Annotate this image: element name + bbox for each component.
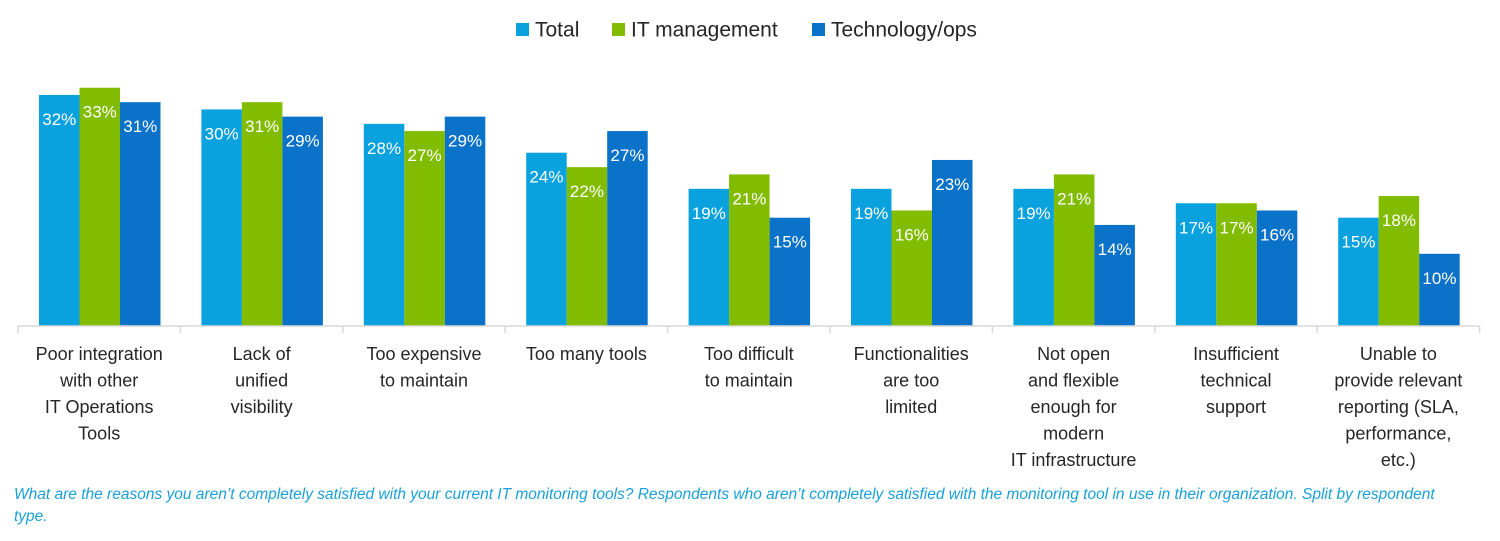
data-label-total: 28% — [367, 139, 401, 158]
data-label-total: 19% — [854, 204, 888, 223]
x-axis-ticks — [17, 326, 1481, 333]
data-label-it-management: 21% — [1057, 189, 1091, 208]
data-label-it-management: 17% — [1220, 218, 1254, 237]
bar-group-4: 24% 22% 27% — [526, 131, 648, 326]
bar-total — [1338, 217, 1379, 326]
bar-technology-ops — [1419, 253, 1460, 326]
data-label-technology-ops: 23% — [935, 175, 969, 194]
data-label-technology-ops: 27% — [610, 146, 644, 165]
data-label-technology-ops: 10% — [1422, 269, 1456, 288]
bar-it-management — [404, 131, 445, 326]
data-label-technology-ops: 16% — [1260, 225, 1294, 244]
category-label: Functionalities are too limited — [854, 344, 969, 417]
legend-label-total: Total — [535, 19, 579, 42]
bar-it-management — [891, 210, 932, 326]
legend-label-it-management: IT management — [631, 19, 778, 42]
data-label-total: 19% — [692, 204, 726, 223]
bar-total — [688, 188, 730, 326]
bar-total — [201, 109, 242, 327]
legend-swatch-it-management — [612, 23, 625, 36]
bar-total — [1013, 188, 1054, 326]
bar-group-1: 32% 33% 31% — [39, 87, 161, 327]
category-labels: Poor integration with other IT Operations T… — [36, 344, 1463, 470]
bar-group-5: 19% 21% 15% — [688, 174, 811, 326]
bar-technology-ops — [444, 116, 486, 327]
survey-question-note: What are the reasons you aren’t complete… — [14, 486, 1435, 525]
category-label: Unable to provide relevant reporting (SLA,… — [1334, 344, 1462, 470]
data-label-it-management: 16% — [895, 225, 929, 244]
data-label-technology-ops: 31% — [123, 117, 157, 136]
data-label-it-management: 31% — [245, 117, 279, 136]
bar-it-management — [566, 167, 608, 326]
data-label-total: 30% — [205, 124, 239, 143]
bar-technology-ops — [607, 131, 648, 326]
bar-technology-ops — [120, 102, 161, 327]
legend-label-technology-ops: Technology/ops — [831, 19, 977, 42]
chart-legend: Total IT management Technology/ops — [516, 19, 977, 42]
data-label-it-management: 18% — [1382, 211, 1416, 230]
bar-group-3: 28% 27% 29% — [363, 116, 486, 327]
bar-it-management — [79, 87, 120, 327]
data-label-total: 15% — [1341, 233, 1375, 252]
legend-swatch-total — [516, 23, 529, 36]
data-label-it-management: 27% — [408, 146, 442, 165]
category-label: Insufficient technical support — [1193, 344, 1279, 417]
data-label-technology-ops: 29% — [286, 132, 320, 151]
bar-group-2: 30% 31% 29% — [201, 102, 323, 327]
bar-technology-ops — [1094, 224, 1135, 326]
category-label: Too many tools — [526, 344, 647, 364]
bar-group-6: 19% 16% 23% — [851, 159, 973, 326]
category-label: Not open and flexible enough for modern IT i… — [1011, 344, 1137, 470]
legend-swatch-technology-ops — [812, 23, 825, 36]
bar-it-management — [1216, 203, 1257, 326]
bar-it-management — [1053, 174, 1095, 326]
data-label-total: 32% — [42, 110, 76, 129]
bar-group-7: 19% 21% 14% — [1013, 174, 1135, 326]
bar-it-management — [1378, 196, 1420, 326]
category-label: Too difficult to maintain — [704, 344, 794, 391]
bar-technology-ops — [282, 116, 323, 327]
category-label: Too expensive to maintain — [366, 344, 481, 391]
data-label-technology-ops: 15% — [773, 233, 807, 252]
data-label-technology-ops: 14% — [1098, 240, 1132, 259]
bar-groups: 32% 33% 31% 30% 31% 29% 28% 27% 29% 24% 22% 27% 19% 2… — [39, 87, 1460, 327]
bar-total — [39, 94, 80, 327]
bar-total — [1175, 203, 1217, 326]
bar-total — [363, 123, 405, 326]
bar-it-management — [729, 174, 770, 326]
data-label-it-management: 22% — [570, 182, 604, 201]
bar-technology-ops — [769, 217, 811, 326]
bar-group-8: 17% 17% 16% — [1175, 203, 1298, 326]
category-label: Poor integration with other IT Operations T… — [36, 344, 163, 444]
bar-total — [851, 188, 892, 326]
data-label-technology-ops: 29% — [448, 132, 482, 151]
category-label: Lack of unified visibility — [231, 344, 293, 417]
data-label-total: 19% — [1017, 204, 1051, 223]
bar-total — [526, 152, 567, 326]
bar-technology-ops — [1256, 210, 1298, 326]
bar-it-management — [241, 102, 283, 327]
bar-technology-ops — [932, 159, 973, 326]
data-label-it-management: 21% — [732, 189, 766, 208]
bar-group-9: 15% 18% 10% — [1338, 196, 1460, 326]
data-label-total: 17% — [1179, 218, 1213, 237]
data-label-total: 24% — [529, 168, 563, 187]
data-label-it-management: 33% — [83, 103, 117, 122]
